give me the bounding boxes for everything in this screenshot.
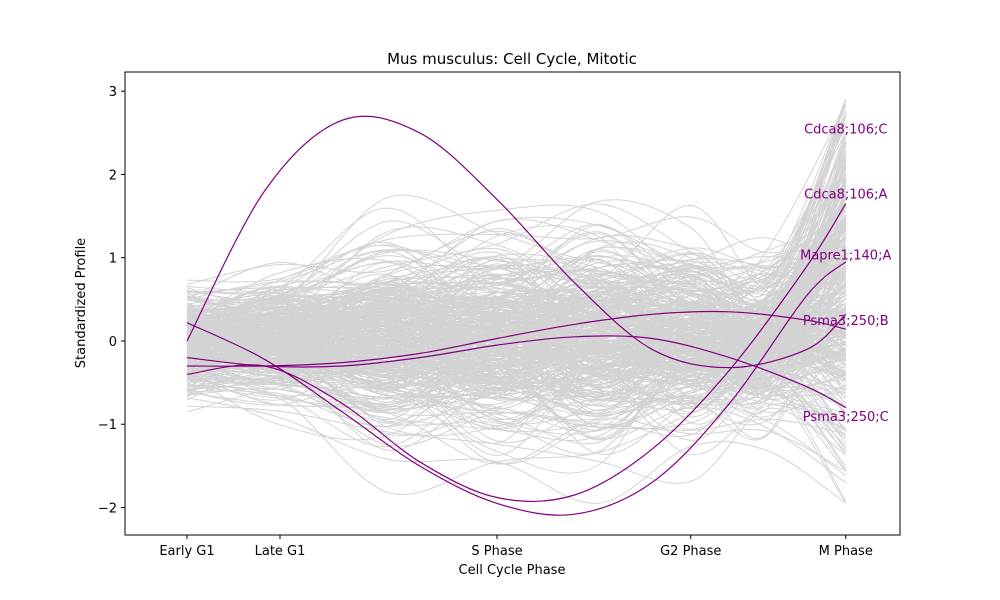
background-series-line	[186, 249, 846, 350]
background-series-line	[186, 99, 847, 322]
background-series-line	[186, 197, 847, 381]
background-series-line	[186, 157, 847, 389]
highlighted-series-group	[186, 115, 847, 516]
background-series-line	[186, 217, 847, 367]
x-axis: Early G1 Late G1 S Phase G2 Phase M Phase	[159, 535, 873, 559]
background-series-line	[186, 309, 847, 395]
background-series-line	[186, 267, 847, 363]
y-tick-label: 2	[109, 168, 117, 183]
background-series-line	[186, 341, 846, 441]
background-series-line	[186, 337, 846, 415]
background-series-line	[186, 341, 847, 417]
background-series-line	[186, 274, 846, 352]
series-label: Psma3;250;B	[803, 314, 889, 329]
y-tick-label: −2	[98, 502, 117, 517]
background-series-line	[186, 216, 846, 283]
highlighted-series-line	[186, 261, 847, 516]
background-series-line	[186, 268, 847, 441]
background-series-line	[186, 220, 846, 303]
background-series-group	[186, 99, 847, 504]
background-series-line	[186, 279, 846, 329]
background-series-line	[186, 99, 847, 349]
series-label: Psma3;250;C	[803, 410, 889, 425]
background-series-line	[186, 405, 847, 484]
x-tick-label: Late G1	[255, 544, 306, 559]
highlighted-series-line	[186, 335, 847, 409]
background-series-line	[186, 237, 847, 313]
series-label: Cdca8;106;A	[804, 188, 887, 203]
y-tick-label: 3	[109, 85, 117, 100]
x-axis-title: Cell Cycle Phase	[459, 563, 566, 578]
series-label: Cdca8;106;C	[804, 123, 887, 138]
background-series-line	[186, 184, 847, 339]
background-series-line	[186, 132, 847, 300]
background-series-line	[186, 110, 847, 328]
background-series-line	[186, 272, 847, 325]
background-series-line	[186, 316, 846, 392]
background-series-line	[186, 335, 846, 377]
background-series-line	[186, 196, 847, 332]
background-series-line	[186, 228, 847, 324]
background-series-line	[186, 245, 847, 378]
chart-title: Mus musculus: Cell Cycle, Mitotic	[387, 50, 637, 68]
background-series-line	[186, 252, 846, 318]
background-series-line	[186, 276, 846, 345]
background-series-line	[186, 259, 847, 356]
background-series-line	[186, 333, 847, 471]
background-series-line	[186, 301, 847, 374]
background-series-line	[186, 219, 846, 296]
background-series-line	[186, 200, 847, 315]
background-series-line	[186, 215, 847, 424]
background-series-line	[186, 373, 847, 501]
plot-frame	[124, 71, 901, 536]
x-tick-label: G2 Phase	[660, 544, 721, 559]
highlighted-series-line	[186, 203, 847, 503]
y-tick-label: 1	[109, 252, 117, 267]
background-series-line	[186, 348, 847, 393]
background-series-line	[186, 335, 846, 425]
background-series-line	[186, 320, 847, 472]
background-series-line	[186, 116, 847, 320]
y-axis: −2 −1 0 1 2 3	[98, 85, 125, 517]
y-axis-title: Standardized Profile	[74, 238, 89, 368]
background-series-line	[186, 301, 846, 369]
y-tick-label: −1	[98, 418, 117, 433]
background-series-line	[186, 371, 846, 401]
series-label: Mapre1;140;A	[800, 248, 891, 263]
background-series-line	[186, 370, 846, 433]
background-series-line	[186, 209, 847, 341]
background-series-line	[186, 253, 847, 441]
background-series-line	[186, 330, 846, 386]
highlighted-series-line	[186, 115, 847, 369]
background-series-line	[186, 299, 846, 370]
background-series-line	[186, 284, 847, 421]
highlighted-series-line	[186, 310, 846, 367]
background-series-line	[186, 99, 847, 330]
x-tick-label: S Phase	[471, 544, 522, 559]
background-series-line	[186, 246, 846, 368]
series-labels: Cdca8;106;C Cdca8;106;A Mapre1;140;A Psma3;…	[800, 123, 891, 425]
background-series-line	[186, 105, 847, 333]
background-series-line	[186, 265, 847, 399]
background-series-line	[186, 291, 847, 397]
background-series-line	[186, 360, 847, 440]
y-tick-label: 0	[109, 335, 117, 350]
background-series-line	[186, 397, 847, 504]
background-series-line	[186, 233, 847, 388]
background-series-line	[186, 299, 847, 352]
x-tick-label: Early G1	[159, 544, 214, 559]
x-tick-label: M Phase	[819, 544, 873, 559]
background-series-line	[186, 165, 847, 355]
